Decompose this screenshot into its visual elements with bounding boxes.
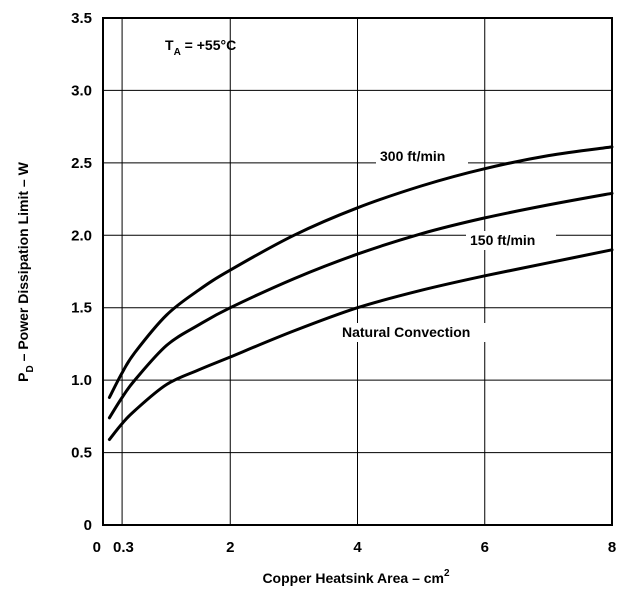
y-tick-label: 1.0: [71, 372, 92, 389]
x-tick-label: 2: [226, 539, 234, 556]
series-line-300-ft-min: [107, 145, 614, 399]
x-tick-label: 4: [353, 539, 362, 556]
x-tick-label: 0: [93, 539, 101, 556]
plot-frame: [102, 17, 613, 526]
series-label-background: [376, 147, 468, 166]
y-tick-label: 2.0: [71, 227, 92, 244]
x-tick-label: 0.3: [113, 539, 134, 556]
grid: [103, 18, 612, 525]
y-axis-ticks: 0 0.5 1.0 1.5 2.0 2.5 3.0 3.5: [71, 10, 92, 534]
series-line-150-ft-min: [107, 191, 614, 420]
series-label-150-ft-min: 150 ft/min: [470, 232, 535, 248]
series-label-300-ft-min: 300 ft/min: [380, 148, 445, 164]
curve-labels: 300 ft/min 150 ft/min Natural Convection: [338, 147, 556, 342]
series-label-background: [338, 323, 510, 342]
y-tick-label: 0.5: [71, 445, 92, 462]
x-tick-label: 8: [608, 539, 616, 556]
y-tick-label: 3.0: [71, 82, 92, 99]
y-tick-label: 0: [84, 517, 92, 534]
x-axis-ticks: 0 0.3 2 4 6 8: [93, 539, 617, 556]
series-line-natural-convection: [107, 248, 614, 441]
y-tick-label: 1.5: [71, 300, 92, 317]
series-label-background: [466, 231, 556, 250]
y-tick-label: 3.5: [71, 10, 92, 27]
y-tick-label: 2.5: [71, 155, 92, 172]
ambient-temperature-annotation: TA = +55°C: [165, 37, 236, 58]
y-axis-title: PD – Power Dissipation Limit – W: [15, 161, 36, 381]
x-tick-label: 6: [481, 539, 489, 556]
x-axis-title: Copper Heatsink Area – cm2: [262, 568, 450, 586]
curves: [107, 145, 614, 441]
series-label-natural-convection: Natural Convection: [342, 324, 470, 340]
